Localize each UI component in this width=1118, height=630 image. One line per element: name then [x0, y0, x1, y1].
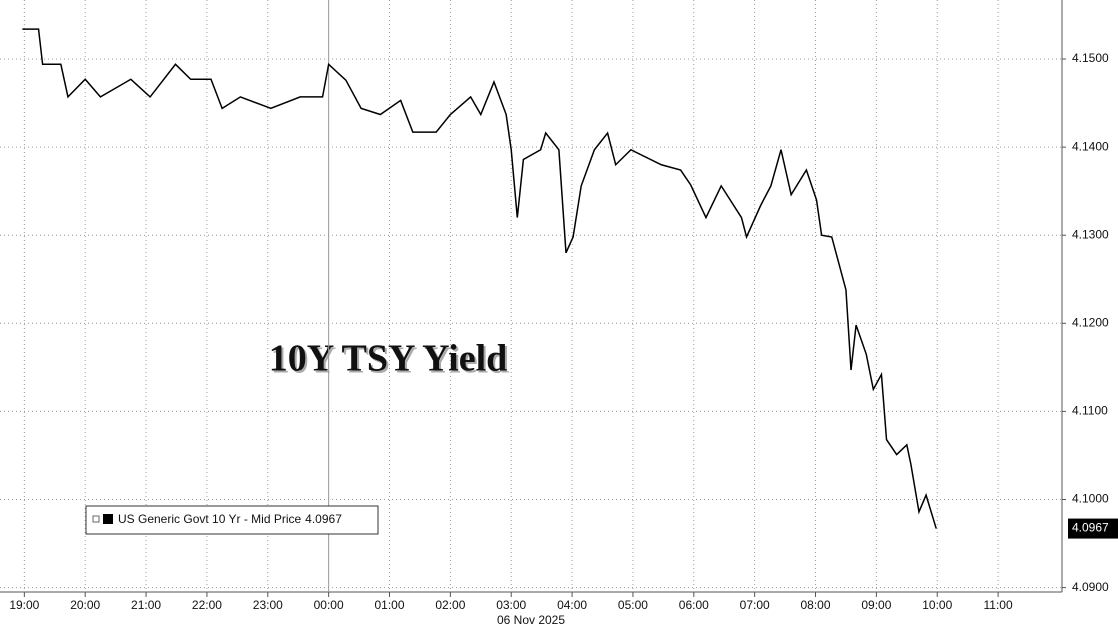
x-tick-label: 00:00 [314, 598, 344, 612]
x-tick-label: 11:00 [984, 598, 1013, 612]
x-tick-label: 01:00 [374, 598, 404, 612]
x-tick-label: 08:00 [801, 598, 831, 612]
legend-series-name: US Generic Govt 10 Yr - Mid Price [118, 512, 301, 526]
date-label: 06 Nov 2025 [497, 613, 565, 627]
legend-toggle [92, 515, 100, 523]
legend-last-value: 4.0967 [305, 512, 342, 526]
y-tick-label: 4.0900 [1072, 580, 1109, 594]
x-tick-label: 04:00 [557, 598, 587, 612]
x-tick-label: 23:00 [253, 598, 283, 612]
x-tick-label: 19:00 [9, 598, 39, 612]
x-tick-label: 05:00 [618, 598, 648, 612]
y-tick-label: 4.1300 [1072, 227, 1109, 241]
line-series [22, 28, 937, 529]
x-tick-label: 10:00 [922, 598, 952, 612]
last-value-tag [1068, 518, 1118, 539]
y-tick-label: 4.1400 [1072, 139, 1109, 153]
last-value-label: 4.0967 [1072, 521, 1109, 535]
x-tick-label: 02:00 [435, 598, 465, 612]
x-tick-label: 21:00 [131, 598, 161, 612]
legend: US Generic Govt 10 Yr - Mid Price 4.0967 [85, 505, 379, 535]
x-tick-label: 22:00 [192, 598, 222, 612]
x-tick-label: 09:00 [861, 598, 891, 612]
x-tick-label: 20:00 [70, 598, 100, 612]
legend-box [85, 505, 379, 535]
legend-text: US Generic Govt 10 Yr - Mid Price 4.0967 [118, 512, 342, 526]
y-tick-label: 4.1500 [1072, 51, 1109, 65]
legend-swatch [103, 514, 113, 524]
x-tick-label: 06:00 [679, 598, 709, 612]
y-tick-label: 4.1200 [1072, 315, 1109, 329]
y-tick-label: 4.1000 [1072, 492, 1109, 506]
x-tick-label: 03:00 [496, 598, 526, 612]
annotation: 10Y TSY Yield [269, 338, 508, 380]
x-tick-label: 07:00 [740, 598, 770, 612]
y-tick-label: 4.1100 [1072, 404, 1108, 418]
